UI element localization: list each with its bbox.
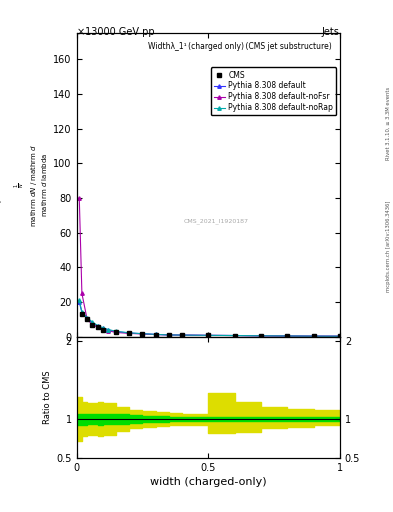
CMS [101, 327, 105, 333]
Pythia 8.308 default-noFsr [167, 332, 171, 338]
CMS [79, 311, 84, 317]
Pythia 8.308 default-noFsr [79, 290, 84, 296]
CMS [140, 331, 145, 337]
Pythia 8.308 default-noFsr [338, 333, 342, 339]
Pythia 8.308 default-noFsr [127, 330, 132, 336]
Pythia 8.308 default-noRap [127, 330, 132, 336]
Pythia 8.308 default-noRap [77, 297, 82, 304]
CMS [180, 332, 184, 338]
Pythia 8.308 default-noFsr [114, 329, 119, 335]
Pythia 8.308 default [167, 332, 171, 338]
Pythia 8.308 default-noRap [167, 332, 171, 338]
CMS [232, 332, 237, 338]
Pythia 8.308 default [259, 333, 263, 339]
Text: ×13000 GeV pp: ×13000 GeV pp [77, 27, 155, 37]
Pythia 8.308 default-noRap [95, 323, 100, 329]
Pythia 8.308 default [180, 332, 184, 338]
Pythia 8.308 default-noFsr [206, 332, 211, 338]
CMS [90, 322, 95, 328]
CMS [127, 330, 132, 336]
Pythia 8.308 default-noRap [114, 328, 119, 334]
Pythia 8.308 default [338, 333, 342, 339]
Pythia 8.308 default-noFsr [106, 328, 110, 334]
CMS [259, 333, 263, 339]
Pythia 8.308 default [85, 315, 90, 322]
CMS [114, 329, 119, 335]
Pythia 8.308 default-noRap [140, 331, 145, 337]
CMS [95, 324, 100, 330]
Pythia 8.308 default [153, 331, 158, 337]
Pythia 8.308 default-noRap [101, 325, 105, 331]
Pythia 8.308 default-noRap [153, 331, 158, 337]
Pythia 8.308 default [232, 332, 237, 338]
Pythia 8.308 default [311, 333, 316, 339]
Pythia 8.308 default-noFsr [232, 332, 237, 338]
CMS [311, 333, 316, 339]
CMS [153, 332, 158, 338]
Pythia 8.308 default [140, 331, 145, 337]
Pythia 8.308 default-noFsr [180, 332, 184, 338]
Pythia 8.308 default-noRap [338, 333, 342, 339]
Pythia 8.308 default-noFsr [140, 331, 145, 337]
Line: Pythia 8.308 default-noFsr: Pythia 8.308 default-noFsr [77, 196, 342, 338]
Pythia 8.308 default-noRap [180, 332, 184, 338]
Pythia 8.308 default-noRap [285, 333, 290, 339]
Text: CMS_2021_I1920187: CMS_2021_I1920187 [184, 219, 249, 224]
CMS [206, 332, 211, 338]
Text: Widthλ_1¹ (charged only) (CMS jet substructure): Widthλ_1¹ (charged only) (CMS jet substr… [148, 42, 332, 51]
Text: mcplots.cern.ch [arXiv:1306.3436]: mcplots.cern.ch [arXiv:1306.3436] [386, 200, 391, 291]
X-axis label: width (charged-only): width (charged-only) [150, 477, 266, 487]
Pythia 8.308 default [79, 309, 84, 315]
CMS [85, 316, 90, 323]
Pythia 8.308 default-noFsr [311, 333, 316, 339]
Line: Pythia 8.308 default-noRap: Pythia 8.308 default-noRap [77, 298, 342, 338]
Pythia 8.308 default [101, 325, 105, 331]
Pythia 8.308 default-noRap [85, 315, 90, 321]
Pythia 8.308 default [127, 330, 132, 336]
Pythia 8.308 default-noRap [311, 333, 316, 339]
Pythia 8.308 default [206, 332, 211, 338]
Pythia 8.308 default-noFsr [285, 333, 290, 339]
Line: CMS: CMS [80, 312, 342, 338]
Pythia 8.308 default-noFsr [85, 316, 90, 323]
Pythia 8.308 default-noFsr [153, 331, 158, 337]
Y-axis label: mathrm $d^2 N$
mathrm $d$ p mathrm $d$ lambda

$\frac{1}{N}$
mathrm $d N$ / math: mathrm $d^2 N$ mathrm $d$ p mathrm $d$ l… [0, 131, 49, 239]
Pythia 8.308 default-noRap [90, 319, 95, 325]
Pythia 8.308 default-noRap [79, 309, 84, 315]
Line: Pythia 8.308 default: Pythia 8.308 default [77, 301, 342, 338]
Pythia 8.308 default-noRap [106, 327, 110, 333]
Pythia 8.308 default [77, 299, 82, 305]
Pythia 8.308 default [90, 320, 95, 326]
Text: Jets: Jets [321, 27, 339, 37]
Pythia 8.308 default [285, 333, 290, 339]
Pythia 8.308 default-noFsr [101, 326, 105, 332]
Text: Rivet 3.1.10, ≥ 3.3M events: Rivet 3.1.10, ≥ 3.3M events [386, 86, 391, 160]
Y-axis label: Ratio to CMS: Ratio to CMS [43, 371, 52, 424]
CMS [285, 333, 290, 339]
Pythia 8.308 default-noRap [232, 332, 237, 338]
Pythia 8.308 default-noRap [259, 333, 263, 339]
Pythia 8.308 default [114, 329, 119, 335]
CMS [167, 332, 171, 338]
Pythia 8.308 default [95, 324, 100, 330]
Pythia 8.308 default-noFsr [90, 322, 95, 328]
Pythia 8.308 default-noFsr [77, 195, 82, 201]
Legend: CMS, Pythia 8.308 default, Pythia 8.308 default-noFsr, Pythia 8.308 default-noRa: CMS, Pythia 8.308 default, Pythia 8.308 … [211, 68, 336, 115]
CMS [338, 333, 342, 339]
Pythia 8.308 default-noFsr [259, 333, 263, 339]
Pythia 8.308 default-noRap [206, 332, 211, 338]
Pythia 8.308 default [106, 327, 110, 333]
Pythia 8.308 default-noFsr [95, 324, 100, 330]
